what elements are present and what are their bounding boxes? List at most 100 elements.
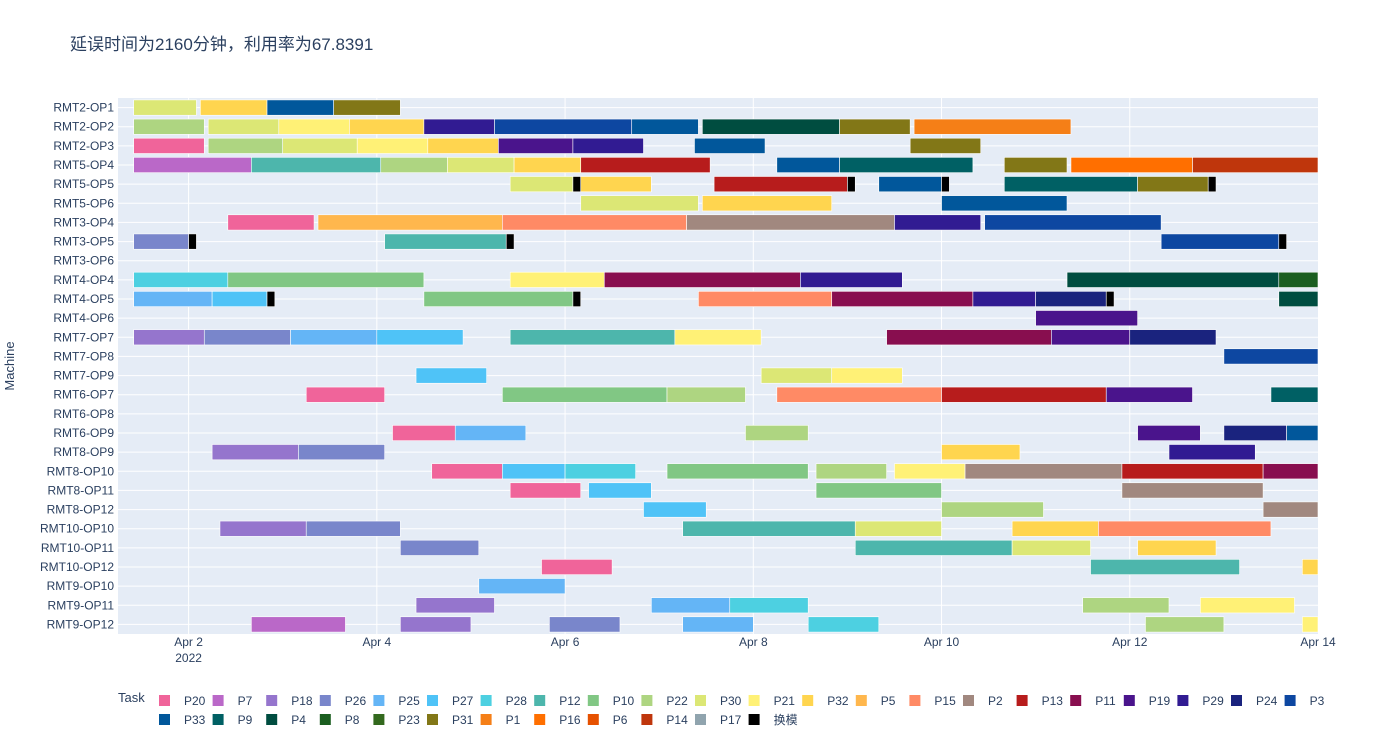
bar-RMT7-OP7-P21-92[interactable] <box>674 329 762 346</box>
bar-RMT2-OP2-P1-13[interactable] <box>913 118 1072 135</box>
legend-swatch-P24[interactable] <box>1231 695 1242 706</box>
bar-RMT2-OP2-P29-8[interactable] <box>423 118 495 135</box>
legend-swatch-P18[interactable] <box>266 695 278 706</box>
bar-RMT4-OP5-P10-75[interactable] <box>423 291 574 307</box>
bar-RMT2-OP2-P22-4[interactable] <box>133 118 205 135</box>
bar-RMT5-OP6-P32-47[interactable] <box>702 195 833 212</box>
legend-label-P25[interactable]: P25 <box>398 694 420 708</box>
bar-RMT3-OP4-P3-54[interactable] <box>984 214 1162 231</box>
legend-swatch-P20[interactable] <box>159 695 170 706</box>
bar-RMT5-OP5-P31-43[interactable] <box>1137 176 1209 193</box>
legend-label-P16[interactable]: P16 <box>559 713 581 727</box>
bar-RMT2-OP2-P31-12[interactable] <box>839 118 911 135</box>
legend-swatch-P31[interactable] <box>427 714 438 725</box>
legend-swatch-P5[interactable] <box>855 695 867 706</box>
legend-label-P11[interactable]: P11 <box>1095 694 1116 708</box>
bar-RMT3-OP4-P5-50[interactable] <box>317 214 503 231</box>
bar-RMT5-OP4-P16-32[interactable] <box>1070 157 1193 173</box>
bar-RMT10-OP12-P12-192[interactable] <box>1090 559 1240 575</box>
legend-swatch-P2[interactable] <box>963 695 974 706</box>
bar-RMT2-OP3-P33-21[interactable] <box>694 137 766 154</box>
bar-RMT4-OP4-P28-63[interactable] <box>133 271 229 288</box>
bar-RMT7-OP7-P26-88[interactable] <box>203 329 291 346</box>
bar-RMT5-OP4-P13-28[interactable] <box>580 157 711 173</box>
bar-RMT8-OP11-P10-146[interactable] <box>815 482 942 499</box>
bar-RMT7-OP7-P18-87[interactable] <box>133 329 205 346</box>
bar-RMT9-OP11-P18-206[interactable] <box>415 597 495 614</box>
legend-swatch-P9[interactable] <box>212 714 224 725</box>
legend-swatch-P27[interactable] <box>427 695 438 706</box>
legend-swatch-P6[interactable] <box>587 714 599 725</box>
legend-label-P24[interactable]: P24 <box>1256 694 1278 708</box>
bar-RMT4-OP4-P4-68[interactable] <box>1066 271 1280 288</box>
legend-label-P5[interactable]: P5 <box>881 694 896 708</box>
legend-label-P1[interactable]: P1 <box>506 713 521 727</box>
legend-swatch-P23[interactable] <box>373 714 385 725</box>
legend-swatch-P7[interactable] <box>212 695 224 706</box>
legend-swatch-P21[interactable] <box>748 695 760 706</box>
bar-RMT6-OP7-P19-111[interactable] <box>1105 386 1193 403</box>
bar-RMT6-OP7-P9-112[interactable] <box>1270 386 1319 403</box>
bar-RMT3-OP4-P29-53[interactable] <box>894 214 982 231</box>
bar-RMT9-OP11-P28-208[interactable] <box>729 597 809 614</box>
legend-swatch-换模[interactable] <box>748 714 760 725</box>
bar-RMT9-OP12-P28-215[interactable] <box>807 616 880 633</box>
legend-label-P7[interactable]: P7 <box>238 694 253 708</box>
bar-RMT5-OP6-P33-48[interactable] <box>941 195 1068 212</box>
bar-RMT6-OP7-P22-108[interactable] <box>666 386 746 403</box>
legend-label-P29[interactable]: P29 <box>1202 694 1224 708</box>
bar-RMT10-OP11-P30-180[interactable] <box>1011 539 1091 556</box>
bar-RMT5-OP6-P30-46[interactable] <box>580 195 699 212</box>
bar-RMT7-OP7-P27-90[interactable] <box>376 329 464 346</box>
bar-RMT5-OP4-P33-29[interactable] <box>776 157 840 173</box>
legend-label-P8[interactable]: P8 <box>345 713 360 727</box>
bar-RMT5-OP5-P32-37[interactable] <box>580 176 652 193</box>
legend-swatch-P14[interactable] <box>641 714 653 725</box>
bar-RMT10-OP10-P18-166[interactable] <box>219 520 307 537</box>
legend-label-P14[interactable]: P14 <box>666 713 688 727</box>
bar-RMT4-OP5-P25-72[interactable] <box>133 291 213 307</box>
bar-RMT9-OP10-P25-205[interactable] <box>478 578 566 595</box>
bar-RMT5-OP4-P30-26[interactable] <box>447 157 515 173</box>
bar-RMT8-OP10-P22-132[interactable] <box>815 463 887 480</box>
bar-RMT4-OP5-P27-73[interactable] <box>211 291 268 307</box>
bar-RMT4-OP4-P8-69[interactable] <box>1278 271 1319 288</box>
bar-RMT6-OP7-P15-109[interactable] <box>776 386 942 403</box>
bar-RMT9-OP12-P22-216[interactable] <box>1145 616 1225 633</box>
bar-RMT10-OP11-P26-178[interactable] <box>400 539 480 556</box>
bar-RMT2-OP3-P30-16[interactable] <box>282 137 358 154</box>
bar-RMT5-OP4-P22-25[interactable] <box>380 157 448 173</box>
bar-RMT2-OP3-P19-19[interactable] <box>498 137 574 154</box>
bar-RMT5-OP4-P32-27[interactable] <box>513 157 582 173</box>
legend-swatch-P11[interactable] <box>1070 695 1082 706</box>
bar-RMT5-OP5-P9-42[interactable] <box>1003 176 1138 193</box>
legend-label-P18[interactable]: P18 <box>291 694 313 708</box>
legend-swatch-P30[interactable] <box>695 695 706 706</box>
bar-RMT5-OP4-P9-30[interactable] <box>839 157 974 173</box>
legend-label-P21[interactable]: P21 <box>774 694 796 708</box>
bar-RMT9-OP12-P7-211[interactable] <box>251 616 346 633</box>
bar-RMT5-OP4-P31-31[interactable] <box>1003 157 1068 173</box>
bar-RMT5-OP4-P7-23[interactable] <box>133 157 252 173</box>
bar-RMT7-OP7-P25-89[interactable] <box>290 329 378 346</box>
bar-RMT8-OP10-P28-130[interactable] <box>564 463 636 480</box>
bar-RMT10-OP12-P32-193[interactable] <box>1302 559 1319 575</box>
bar-RMT6-OP7-P10-107[interactable] <box>502 386 668 403</box>
bar-RMT2-OP1-P31-3[interactable] <box>333 99 401 116</box>
bar-RMT4-OP5-换模-74[interactable] <box>266 291 276 307</box>
legend-label-P17[interactable]: P17 <box>720 713 742 727</box>
bar-RMT8-OP10-P2-134[interactable] <box>964 463 1123 480</box>
legend-label-P22[interactable]: P22 <box>666 694 688 708</box>
bar-RMT2-OP3-P31-22[interactable] <box>909 137 982 154</box>
bar-RMT5-OP5-换模-39[interactable] <box>847 176 856 193</box>
legend-swatch-P12[interactable] <box>534 695 546 706</box>
bar-RMT6-OP9-P33-119[interactable] <box>1286 425 1319 441</box>
bar-RMT4-OP4-P21-65[interactable] <box>509 271 605 288</box>
legend-label-P19[interactable]: P19 <box>1149 694 1171 708</box>
legend-swatch-P1[interactable] <box>480 714 492 725</box>
bar-RMT8-OP12-P2-157[interactable] <box>1262 501 1319 518</box>
bar-RMT8-OP10-P10-131[interactable] <box>666 463 809 480</box>
bar-RMT9-OP11-P22-209[interactable] <box>1082 597 1170 614</box>
bar-RMT10-OP10-P32-170[interactable] <box>1011 520 1099 537</box>
bar-RMT3-OP5-P3-59[interactable] <box>1160 233 1280 250</box>
